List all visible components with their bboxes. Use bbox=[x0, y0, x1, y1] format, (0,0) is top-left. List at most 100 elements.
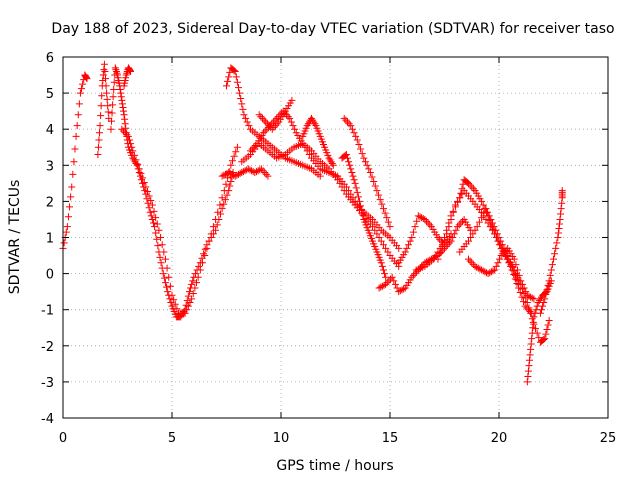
data-point bbox=[104, 102, 112, 110]
data-point bbox=[111, 64, 119, 72]
data-point bbox=[347, 190, 355, 198]
data-point bbox=[60, 239, 68, 247]
data-point bbox=[478, 266, 486, 274]
data-point bbox=[503, 252, 511, 260]
data-point bbox=[251, 169, 259, 177]
data-point bbox=[539, 302, 547, 310]
data-point bbox=[382, 244, 390, 252]
data-point bbox=[400, 285, 408, 293]
data-point bbox=[458, 190, 466, 198]
data-point bbox=[544, 321, 552, 329]
data-point bbox=[523, 378, 531, 386]
data-point bbox=[371, 226, 379, 234]
data-point bbox=[116, 85, 124, 93]
data-point bbox=[170, 296, 178, 304]
data-point bbox=[530, 295, 538, 303]
data-point bbox=[161, 279, 169, 287]
data-point bbox=[281, 109, 289, 117]
data-point bbox=[406, 237, 414, 245]
data-point bbox=[166, 282, 174, 290]
data-point bbox=[340, 114, 348, 122]
data-point bbox=[527, 340, 535, 348]
data-point bbox=[529, 318, 537, 326]
data-point bbox=[379, 266, 387, 274]
data-point bbox=[443, 230, 451, 238]
data-point bbox=[261, 169, 269, 177]
data-point bbox=[212, 226, 220, 234]
data-point bbox=[218, 172, 226, 180]
data-point bbox=[288, 96, 296, 104]
axis-ticks bbox=[62, 56, 609, 419]
data-point bbox=[166, 295, 174, 303]
data-point bbox=[345, 158, 353, 166]
data-point bbox=[493, 230, 501, 238]
data-point bbox=[299, 140, 307, 148]
data-point bbox=[64, 213, 72, 221]
data-point bbox=[173, 305, 181, 313]
data-point bbox=[220, 187, 228, 195]
data-point bbox=[377, 283, 385, 291]
data-point bbox=[454, 223, 462, 231]
data-point bbox=[78, 85, 86, 93]
data-point bbox=[184, 302, 192, 310]
data-point bbox=[431, 253, 439, 261]
data-point bbox=[125, 66, 133, 74]
data-point bbox=[511, 271, 519, 279]
data-point bbox=[464, 237, 472, 245]
data-point bbox=[177, 313, 185, 321]
data-point bbox=[130, 151, 138, 159]
data-point bbox=[548, 261, 556, 269]
data-point bbox=[236, 89, 244, 97]
data-point bbox=[343, 118, 351, 126]
data-point bbox=[355, 197, 363, 205]
data-point bbox=[377, 259, 385, 267]
data-point bbox=[83, 75, 91, 83]
data-point bbox=[245, 122, 253, 130]
data-point bbox=[238, 169, 246, 177]
data-point bbox=[544, 281, 552, 289]
data-point bbox=[161, 255, 169, 263]
data-point bbox=[377, 237, 385, 245]
data-point bbox=[96, 129, 104, 137]
x-axis-label: GPS time / hours bbox=[276, 458, 393, 474]
series-satellite-track-5 bbox=[118, 125, 241, 317]
data-point bbox=[193, 279, 201, 287]
data-point bbox=[479, 201, 487, 209]
data-point bbox=[250, 143, 258, 151]
data-point bbox=[502, 248, 510, 256]
data-point bbox=[352, 132, 360, 140]
data-point bbox=[110, 78, 118, 86]
data-point bbox=[246, 166, 254, 174]
data-point bbox=[165, 273, 173, 281]
data-point bbox=[382, 273, 390, 281]
data-point bbox=[209, 223, 217, 231]
data-point bbox=[72, 132, 80, 140]
data-point bbox=[158, 241, 166, 249]
data-point bbox=[234, 84, 242, 92]
data-point bbox=[436, 235, 444, 243]
data-point bbox=[540, 335, 548, 343]
data-point bbox=[524, 372, 532, 380]
data-point bbox=[468, 259, 476, 267]
data-point bbox=[242, 114, 250, 122]
data-point bbox=[152, 214, 160, 222]
data-point bbox=[436, 249, 444, 257]
data-point bbox=[498, 241, 506, 249]
data-point bbox=[487, 268, 495, 276]
data-point bbox=[155, 226, 163, 234]
data-point bbox=[401, 248, 409, 256]
x-tick-label: 10 bbox=[273, 431, 290, 446]
data-point bbox=[552, 244, 560, 252]
data-point bbox=[510, 267, 518, 275]
data-point bbox=[97, 102, 105, 110]
data-point bbox=[147, 212, 155, 220]
data-point bbox=[163, 264, 171, 272]
data-point bbox=[434, 234, 442, 241]
data-point bbox=[95, 136, 103, 144]
data-point bbox=[102, 75, 110, 83]
data-point bbox=[369, 223, 377, 231]
data-point bbox=[409, 271, 417, 279]
data-point bbox=[506, 259, 514, 267]
data-point bbox=[405, 241, 413, 249]
data-point bbox=[347, 165, 355, 173]
